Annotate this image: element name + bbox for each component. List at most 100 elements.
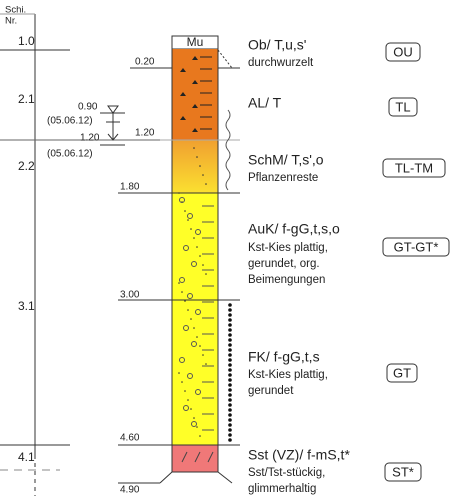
- symbol-dot: [196, 156, 198, 158]
- symbol-dot: [199, 435, 201, 437]
- soil-class: GT-GT*: [394, 239, 439, 254]
- symbol-dot: [196, 246, 198, 248]
- layer-number: 2.2: [18, 159, 35, 173]
- dense-dot: [228, 358, 232, 362]
- layer-number: 1.0: [18, 34, 35, 48]
- depth-line: [160, 472, 172, 483]
- description: Kst-Kies plattig,: [248, 242, 328, 254]
- symbol-dot: [184, 390, 186, 392]
- symbol-dot: [205, 273, 207, 275]
- symbol-dot: [184, 210, 186, 212]
- dense-dot: [228, 318, 232, 322]
- header-label: Nr.: [5, 16, 17, 27]
- symbol-dot: [187, 309, 189, 311]
- water-date: (05.06.12): [47, 116, 93, 127]
- water-depth: 1.20: [80, 133, 100, 144]
- symbol-dot: [193, 327, 195, 329]
- description: durchwurzelt: [248, 57, 314, 69]
- depth-label: 1.80: [120, 182, 140, 193]
- symbol-dot: [202, 264, 204, 266]
- depth-label: 1.20: [135, 128, 155, 139]
- dense-marker: [228, 303, 232, 442]
- dense-dot: [228, 398, 232, 402]
- description: gerundet: [248, 385, 294, 397]
- soil-class: GT: [393, 365, 411, 380]
- symbol-dot: [199, 255, 201, 257]
- layer-fill: [172, 140, 218, 193]
- symbol-dot: [193, 417, 195, 419]
- description: Sst (VZ)/ f-mS,t*: [248, 447, 350, 463]
- layer-fill: [172, 193, 218, 445]
- dense-dot: [228, 408, 232, 412]
- description: Kst-Kies plattig,: [248, 369, 328, 381]
- soil-class: TL: [395, 99, 410, 114]
- dense-dot: [228, 418, 232, 422]
- symbol-dot: [193, 237, 195, 239]
- depth-line: [218, 50, 232, 68]
- depth-label: 3.00: [120, 290, 140, 301]
- dense-dot: [228, 353, 232, 357]
- dense-dot: [228, 378, 232, 382]
- symbol-dot: [190, 408, 192, 410]
- depth-label: 0.20: [135, 57, 155, 68]
- description: Beimengungen: [248, 274, 325, 286]
- symbol-dot: [199, 345, 201, 347]
- dense-dot: [228, 303, 232, 307]
- depth-line: [218, 472, 232, 483]
- symbol-dot: [205, 363, 207, 365]
- symbol-dot: [181, 291, 183, 293]
- soil-class: OU: [393, 44, 413, 59]
- layer-number: 3.1: [18, 299, 35, 313]
- description: FK/ f-gG,t,s: [248, 349, 320, 365]
- symbol-dot: [190, 228, 192, 230]
- dense-dot: [228, 368, 232, 372]
- water-date: (05.06.12): [47, 149, 93, 160]
- dense-dot: [228, 388, 232, 392]
- dense-dot: [228, 403, 232, 407]
- dense-dot: [228, 343, 232, 347]
- symbol-dot: [202, 354, 204, 356]
- symbol-dot: [205, 183, 207, 185]
- dense-dot: [228, 338, 232, 342]
- soil-class: ST*: [392, 464, 414, 479]
- description: Sst/Tst-stückig,: [248, 467, 325, 479]
- consistency-line: [226, 110, 230, 190]
- dense-dot: [228, 308, 232, 312]
- layer-number: 2.1: [18, 92, 35, 106]
- description: AuK/ f-gG,t,s,o: [248, 221, 340, 237]
- dense-dot: [228, 363, 232, 367]
- borehole-log: Schi. Nr. 1.0 2.1 2.2 3.1 4.1 0.90 (05.0…: [0, 0, 453, 496]
- dense-dot: [228, 323, 232, 327]
- symbol-dot: [187, 399, 189, 401]
- dense-dot: [228, 328, 232, 332]
- water-marker: [108, 106, 118, 113]
- symbol-dot: [187, 219, 189, 221]
- dense-dot: [228, 373, 232, 377]
- symbol-dot: [178, 282, 180, 284]
- symbol-dot: [181, 381, 183, 383]
- dense-dot: [228, 383, 232, 387]
- water-marker: [106, 113, 120, 140]
- dense-dot: [228, 348, 232, 352]
- symbol-dot: [199, 165, 201, 167]
- description: Pflanzenreste: [248, 172, 318, 184]
- description: SchM/ T,s',o: [248, 152, 324, 168]
- description: Ob/ T,u,s': [248, 37, 306, 53]
- symbol-dot: [190, 318, 192, 320]
- description: glimmerhaltig: [248, 483, 316, 495]
- dense-dot: [228, 433, 232, 437]
- water-depth: 0.90: [78, 102, 98, 113]
- soil-class: TL-TM: [395, 160, 433, 175]
- layer-number: 4.1: [18, 450, 35, 464]
- dense-dot: [228, 413, 232, 417]
- symbol-dot: [202, 174, 204, 176]
- description: gerundet, org.: [248, 258, 320, 270]
- symbol-dot: [196, 426, 198, 428]
- depth-label: 4.60: [120, 433, 140, 444]
- dense-dot: [228, 438, 232, 442]
- dense-dot: [228, 423, 232, 427]
- dense-dot: [228, 313, 232, 317]
- depth-label: 4.90: [120, 485, 140, 496]
- symbol-dot: [178, 372, 180, 374]
- column-header: Mu: [187, 35, 204, 49]
